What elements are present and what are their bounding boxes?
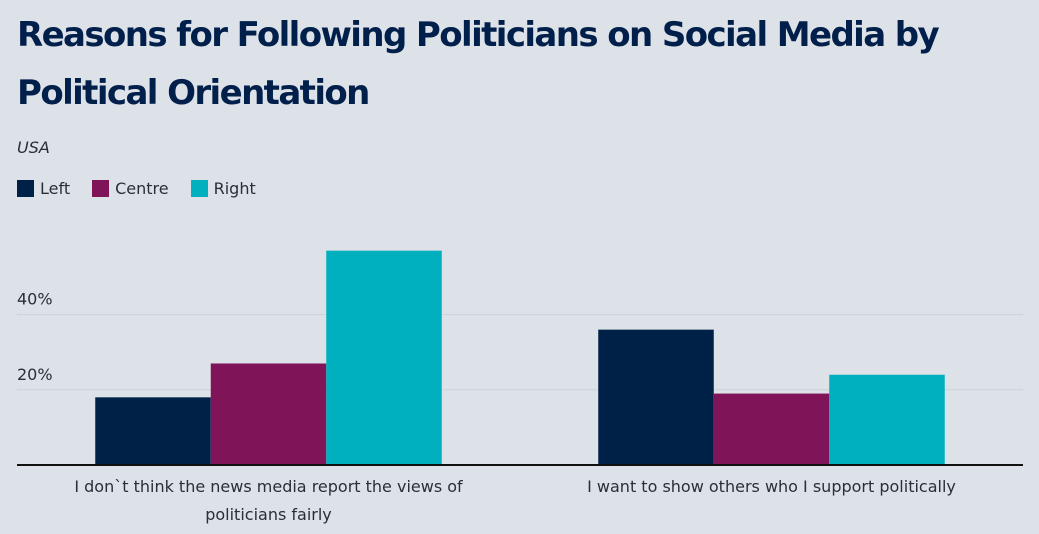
legend-label-right: Right bbox=[213, 179, 256, 198]
legend-label-centre: Centre bbox=[115, 179, 169, 198]
chart-subtitle: USA bbox=[17, 138, 50, 157]
bar[interactable] bbox=[210, 363, 327, 465]
legend-swatch-right bbox=[190, 180, 208, 197]
bar[interactable] bbox=[829, 374, 945, 465]
category-label: I don`t think the news media report the … bbox=[74, 477, 463, 496]
category-label: I want to show others who I support poli… bbox=[587, 477, 956, 496]
legend-item-right[interactable]: Right bbox=[190, 179, 256, 198]
category-label: politicians fairly bbox=[205, 505, 332, 524]
legend-label-left: Left bbox=[40, 179, 71, 198]
bar[interactable] bbox=[713, 393, 830, 465]
y-tick-label: 40% bbox=[17, 290, 53, 309]
bar[interactable] bbox=[326, 250, 442, 465]
legend-swatch-centre bbox=[92, 180, 110, 197]
legend: Left Centre Right bbox=[17, 179, 278, 198]
bar[interactable] bbox=[95, 397, 211, 465]
y-tick-label: 20% bbox=[17, 365, 53, 384]
bar[interactable] bbox=[598, 329, 714, 465]
legend-item-centre[interactable]: Centre bbox=[92, 179, 169, 198]
chart-title: Reasons for Following Politicians on Soc… bbox=[17, 15, 940, 113]
legend-item-left[interactable]: Left bbox=[17, 179, 70, 198]
legend-swatch-left bbox=[17, 180, 34, 197]
